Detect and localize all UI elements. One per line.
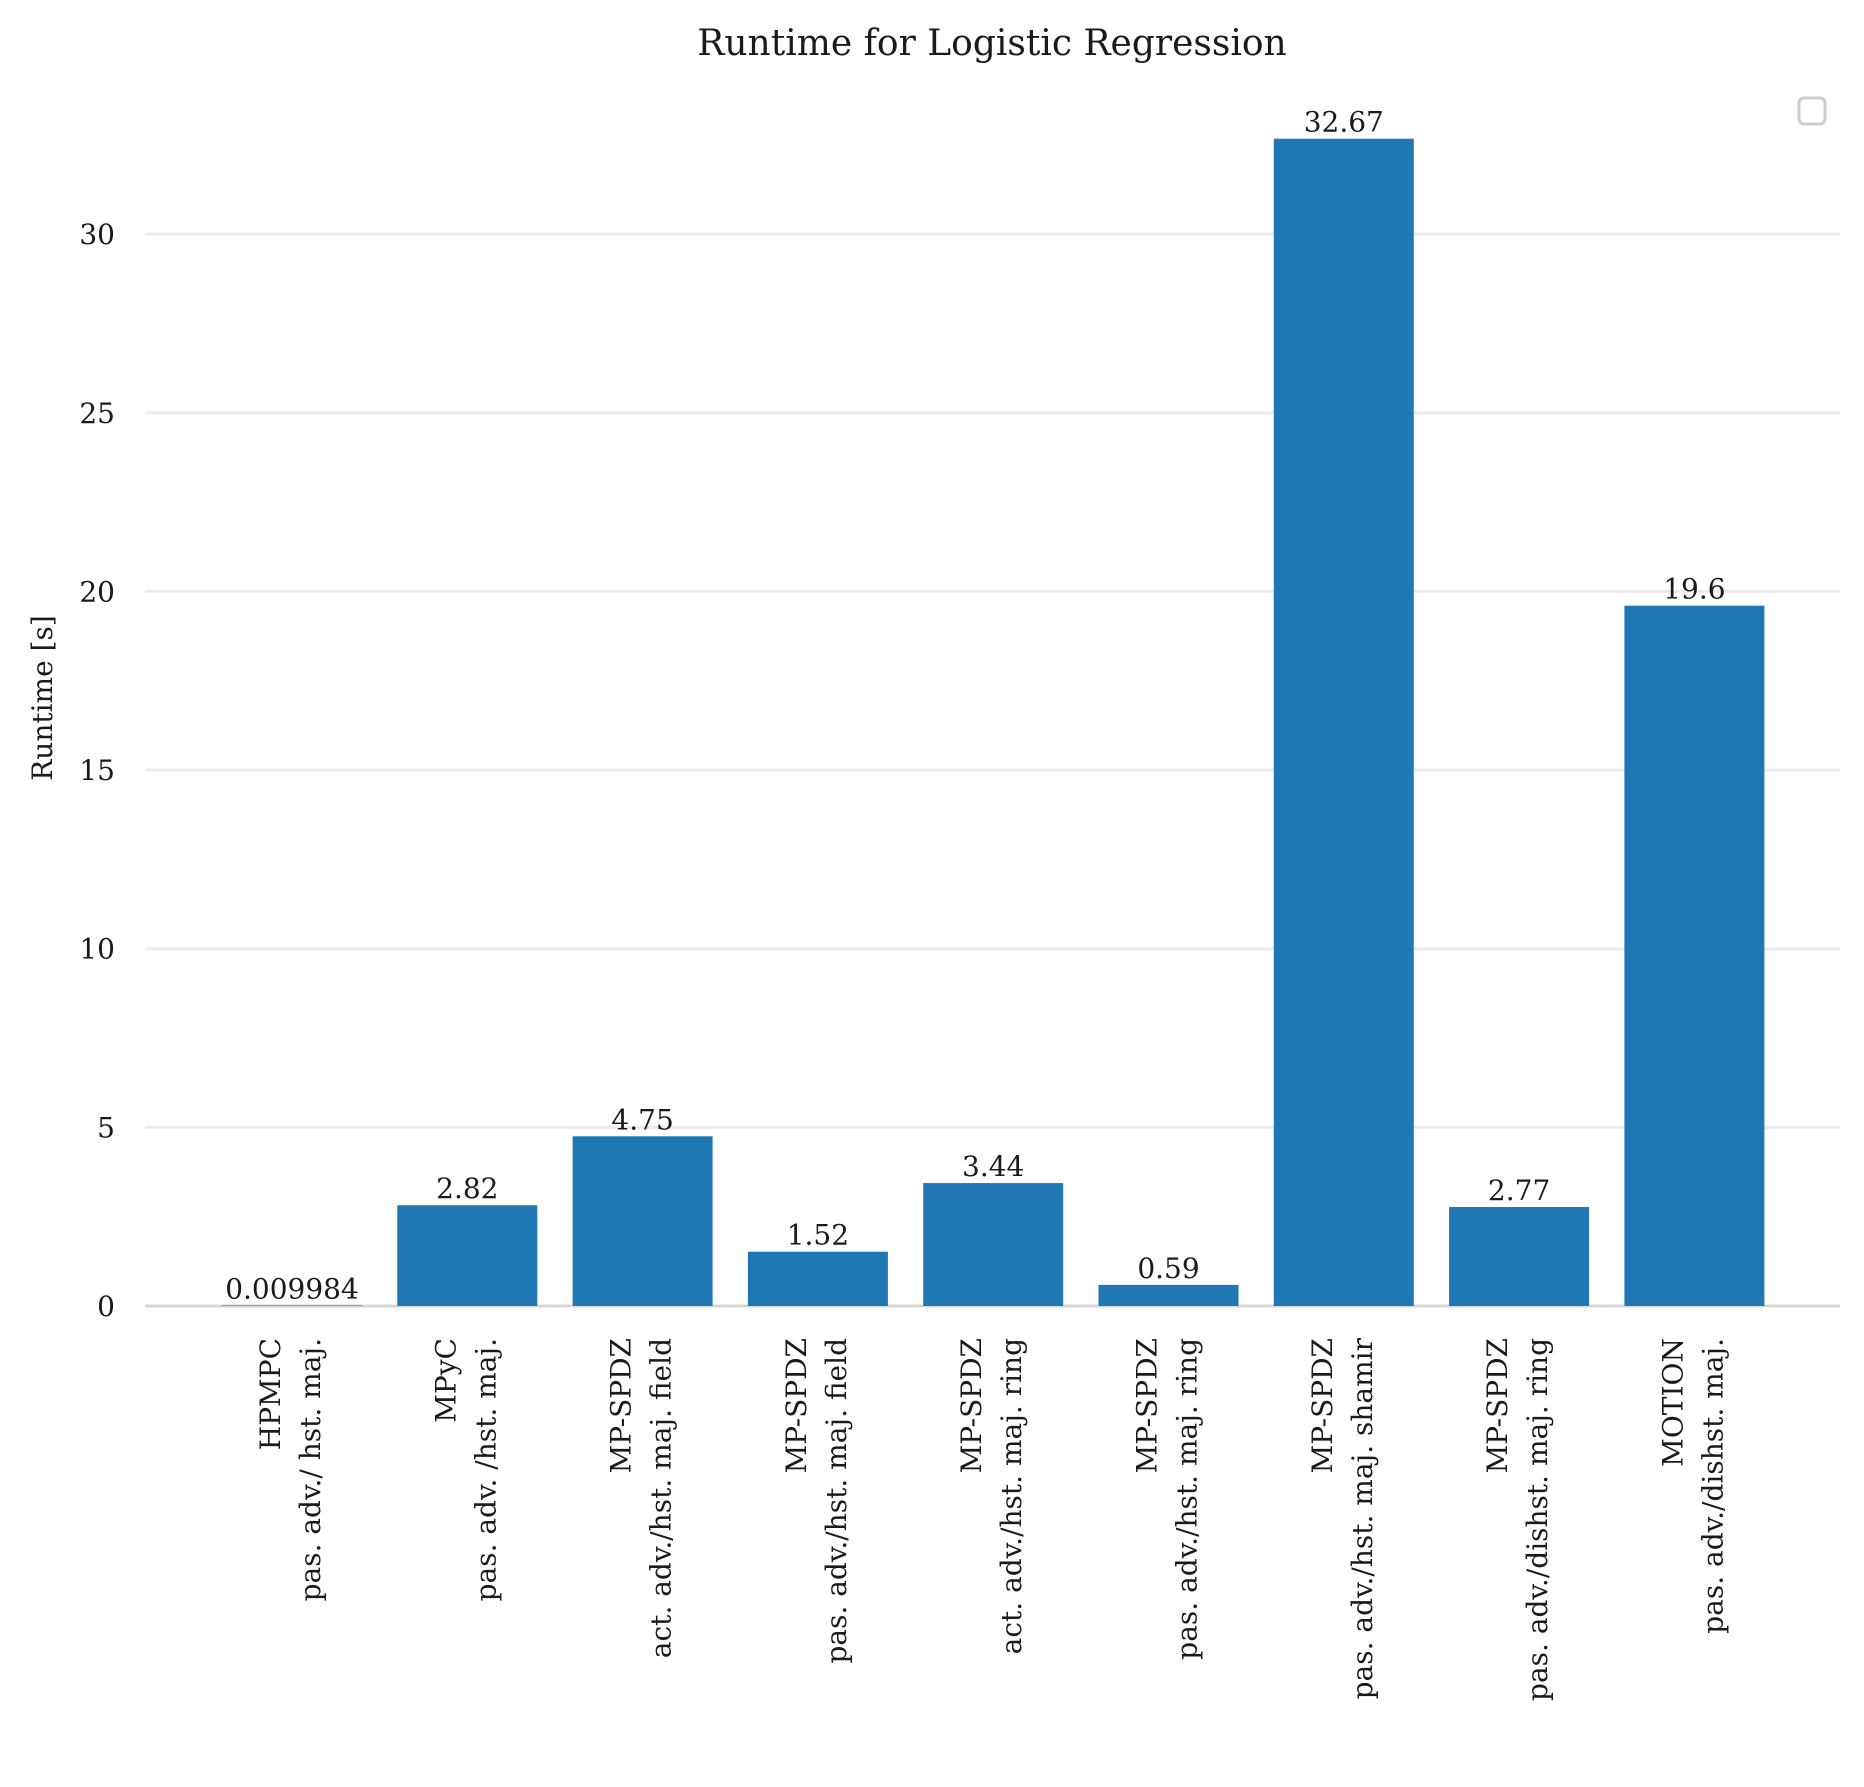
x-category-label-6: MP-SPDZ pas. adv./hst. maj. shamir (1306, 1337, 1379, 1699)
data-label-1: 2.82 (436, 1172, 498, 1205)
y-tick-label: 15 (79, 754, 115, 787)
category-name: MP-SPDZ (780, 1338, 813, 1473)
category-setting: pas. adv. /hst. maj. (469, 1338, 502, 1601)
data-label-0: 0.009984 (225, 1273, 359, 1306)
y-axis-label: Runtime [s] (26, 615, 59, 781)
y-tick-label: 30 (79, 218, 115, 251)
data-label-6: 32.67 (1304, 106, 1384, 139)
category-name: MOTION (1656, 1338, 1689, 1467)
y-tick-label: 25 (79, 397, 115, 430)
bar-0 (222, 1305, 362, 1306)
category-name: MP-SPDZ (605, 1338, 638, 1473)
category-setting: pas. adv./dishst. maj. (1696, 1338, 1729, 1634)
category-setting: act. adv./hst. maj. field (645, 1338, 678, 1658)
category-name: MP-SPDZ (955, 1338, 988, 1473)
data-label-5: 0.59 (1137, 1252, 1199, 1285)
data-label-4: 3.44 (962, 1150, 1024, 1183)
data-label-3: 1.52 (787, 1219, 849, 1252)
y-tick-label: 20 (79, 575, 115, 608)
x-category-label-7: MP-SPDZ pas. adv./dishst. maj. ring (1481, 1338, 1554, 1701)
x-category-label-5: MP-SPDZ pas. adv./hst. maj. ring (1131, 1338, 1204, 1660)
bar-6 (1273, 138, 1414, 1306)
data-labels: 0.009984 2.82 4.75 1.52 3.44 0.59 32.67 2.77 19.… (225, 106, 1725, 1306)
category-name: MP-SPDZ (1131, 1338, 1164, 1473)
data-label-2: 4.75 (611, 1103, 673, 1136)
category-setting: pas. adv./hst. maj. ring (1171, 1338, 1204, 1660)
category-setting: pas. adv./dishst. maj. ring (1521, 1338, 1554, 1701)
data-label-8: 19.6 (1663, 573, 1725, 606)
x-category-labels: HPMPC pas. adv./ hst. maj. MPyC pas. adv. /… (254, 1337, 1729, 1701)
x-category-label-4: MP-SPDZ act. adv./hst. maj. ring (955, 1338, 1028, 1654)
category-name: HPMPC (254, 1338, 287, 1450)
x-category-label-0: HPMPC pas. adv./ hst. maj. (254, 1338, 327, 1601)
category-setting: act. adv./hst. maj. ring (995, 1338, 1028, 1654)
bars (222, 138, 1765, 1306)
bar-3 (747, 1251, 888, 1306)
x-category-label-3: MP-SPDZ pas. adv./hst. maj. field (780, 1338, 853, 1664)
chart-title: Runtime for Logistic Regression (697, 23, 1286, 64)
gridlines (145, 232, 1840, 1308)
bar-5 (1098, 1284, 1239, 1306)
y-tick-label: 10 (79, 933, 115, 966)
legend-box (1797, 96, 1827, 126)
bar-8 (1624, 605, 1765, 1306)
bar-7 (1449, 1207, 1590, 1306)
category-setting: pas. adv./ hst. maj. (294, 1338, 327, 1601)
y-tick-label: 0 (97, 1290, 115, 1323)
category-name: MP-SPDZ (1481, 1338, 1514, 1473)
bar-4 (923, 1183, 1064, 1306)
category-setting: pas. adv./hst. maj. shamir (1346, 1337, 1379, 1699)
data-label-7: 2.77 (1488, 1174, 1550, 1207)
bar-1 (397, 1205, 538, 1306)
category-name: MPyC (429, 1338, 462, 1423)
x-category-label-2: MP-SPDZ act. adv./hst. maj. field (605, 1338, 678, 1658)
bar-2 (572, 1136, 713, 1306)
y-tick-label: 5 (97, 1111, 115, 1144)
x-category-label-8: MOTION pas. adv./dishst. maj. (1656, 1338, 1729, 1634)
y-tick-labels: 0 5 10 15 20 25 30 (79, 218, 115, 1323)
x-category-label-1: MPyC pas. adv. /hst. maj. (429, 1338, 502, 1601)
category-name: MP-SPDZ (1306, 1338, 1339, 1473)
category-setting: pas. adv./hst. maj. field (820, 1338, 853, 1664)
